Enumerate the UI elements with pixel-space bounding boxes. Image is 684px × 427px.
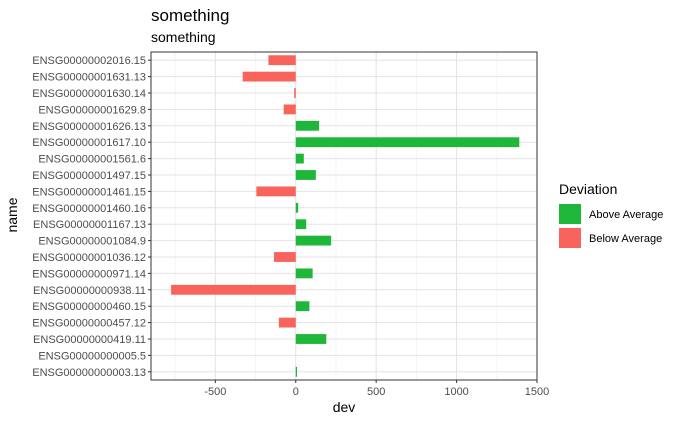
y-tick-label: ENSG00000001631.13 (32, 72, 146, 84)
bar (296, 154, 304, 164)
y-axis-ticks: ENSG00000002016.15 ENSG00000001631.13 ENSG… (32, 55, 151, 379)
bar (284, 104, 296, 114)
x-tick-label: 0 (293, 386, 299, 398)
bar (296, 170, 316, 180)
bar (294, 88, 296, 98)
legend-label-below: Below Average (589, 233, 662, 245)
y-tick-label: ENSG00000001630.14 (32, 88, 146, 100)
bar (296, 236, 331, 246)
y-tick-label: ENSG00000000419.11 (33, 334, 146, 346)
x-tick-label: 500 (367, 386, 385, 398)
y-tick-label: ENSG00000001084.9 (38, 236, 146, 248)
y-tick-label: ENSG00000000457.12 (32, 318, 146, 330)
y-tick-label: ENSG00000000005.5 (38, 350, 146, 362)
y-tick-label: ENSG00000000938.11 (33, 285, 146, 297)
legend-label-above: Above Average (589, 209, 663, 221)
bar (296, 137, 520, 147)
y-tick-label: ENSG00000000460.15 (32, 301, 146, 313)
y-tick-label: ENSG00000001626.13 (32, 121, 146, 133)
y-tick-label: ENSG00000001461.15 (32, 186, 146, 198)
y-axis-title: name (4, 197, 20, 232)
bar (296, 203, 298, 213)
y-tick-label: ENSG00000001497.15 (32, 170, 146, 182)
panel-background (151, 52, 537, 380)
x-tick-label: 1000 (444, 386, 468, 398)
bar (243, 72, 296, 82)
y-tick-label: ENSG00000001617.10 (32, 137, 146, 149)
bar (296, 121, 319, 131)
bar (268, 55, 295, 65)
bar (296, 219, 306, 229)
y-tick-label: ENSG00000001167.13 (33, 219, 146, 231)
bar (296, 334, 327, 344)
legend-swatch-above (559, 204, 581, 224)
y-tick-label: ENSG00000000003.13 (32, 367, 146, 379)
bar (274, 252, 296, 262)
chart-title: something (151, 6, 229, 25)
bar (256, 186, 295, 196)
plot-panel (151, 52, 537, 380)
y-tick-label: ENSG00000000971.14 (32, 268, 146, 280)
legend-title: Deviation (559, 181, 617, 197)
x-axis-title: dev (333, 399, 356, 415)
y-tick-label: ENSG00000001460.16 (32, 203, 146, 215)
bar (296, 367, 297, 377)
y-tick-label: ENSG00000001561.6 (38, 154, 146, 166)
bar (171, 285, 296, 295)
chart-subtitle: something (151, 29, 216, 45)
bar (296, 301, 310, 311)
legend-swatch-below (559, 228, 581, 248)
bar (279, 318, 296, 328)
x-tick-label: 1500 (525, 386, 549, 398)
y-tick-label: ENSG00000001036.12 (32, 252, 146, 264)
legend: Deviation Above Average Below Average (559, 181, 663, 248)
bar (296, 268, 313, 278)
y-tick-label: ENSG00000002016.15 (32, 55, 146, 67)
y-tick-label: ENSG00000001629.8 (38, 104, 146, 116)
x-axis-ticks: -500 0 500 1000 1500 (204, 380, 549, 398)
x-tick-label: -500 (204, 386, 226, 398)
